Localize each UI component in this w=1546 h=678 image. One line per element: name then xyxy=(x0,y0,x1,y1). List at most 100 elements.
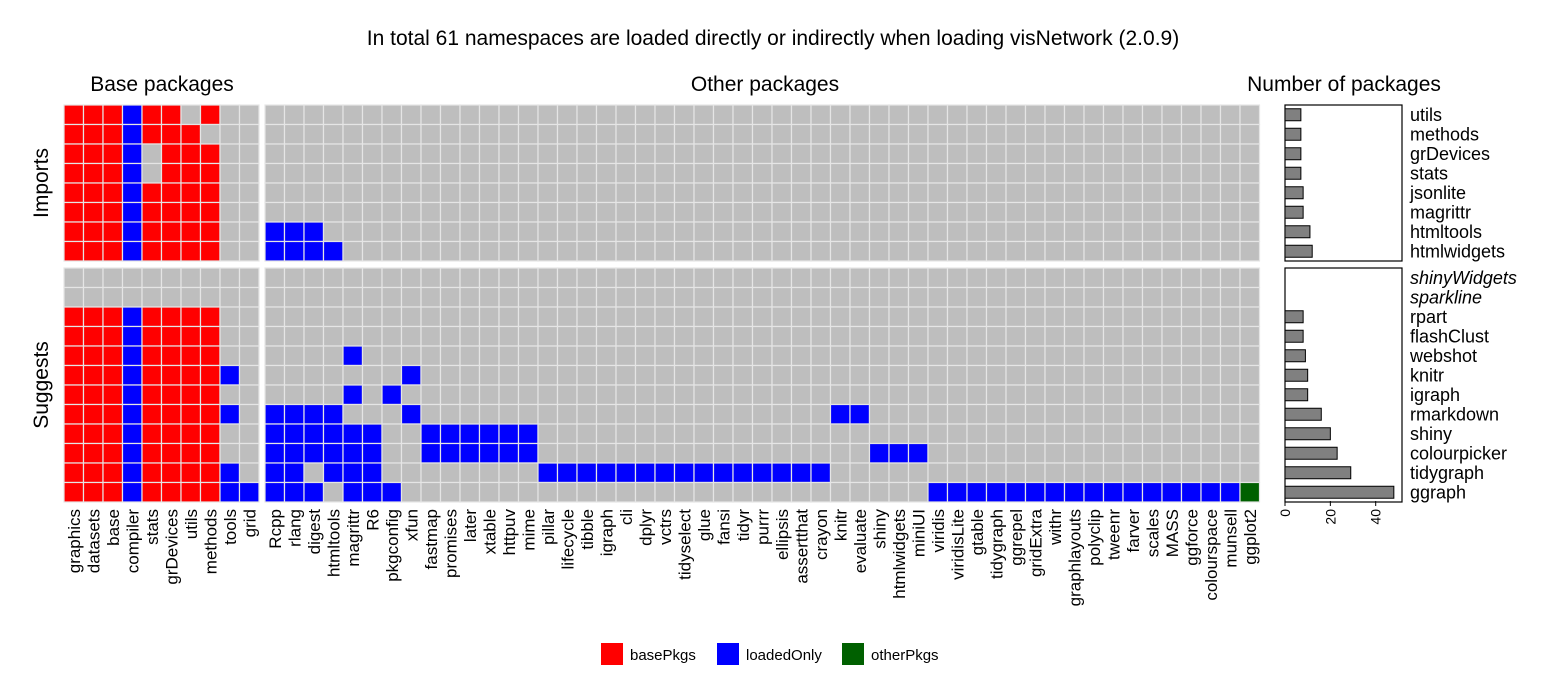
cell-rmarkdown-igraph xyxy=(595,403,617,425)
cell-ggraph-withr xyxy=(1044,481,1066,503)
cell-webshot-utils xyxy=(180,345,202,367)
cell-grDevices-pillar xyxy=(537,143,559,165)
cell-rpart-assertthat xyxy=(790,306,812,328)
cell-flashClust-knitr xyxy=(829,325,851,347)
cell-jsonlite-viridis xyxy=(927,182,949,204)
cell-sparkline-shiny xyxy=(868,286,890,308)
cell-stats-datasets xyxy=(82,162,104,184)
cell-igraph-fansi xyxy=(712,384,734,406)
cell-igraph-magrittr xyxy=(342,384,364,406)
cell-jsonlite-purrr xyxy=(751,182,773,204)
cell-htmltools-compiler xyxy=(121,221,143,243)
cell-utils-glue xyxy=(693,104,715,126)
cell-rmarkdown-purrr xyxy=(751,403,773,425)
cell-igraph-graphlayouts xyxy=(1063,384,1085,406)
cell-webshot-ellipsis xyxy=(771,345,793,367)
cell-utils-munsell xyxy=(1219,104,1241,126)
cell-tidygraph-assertthat xyxy=(790,462,812,484)
cell-htmlwidgets-utils xyxy=(180,240,202,262)
cell-grDevices-munsell xyxy=(1219,143,1241,165)
cell-colourpicker-viridisLite xyxy=(946,442,968,464)
cell-magrittr-munsell xyxy=(1219,201,1241,223)
cell-rmarkdown-crayon xyxy=(810,403,832,425)
cell-jsonlite-ggrepel xyxy=(1005,182,1027,204)
legend: basePkgs loadedOnly otherPkgs xyxy=(601,643,939,665)
cell-methods-igraph xyxy=(595,123,617,145)
cell-methods-Rcpp xyxy=(264,123,286,145)
cell-knitr-xfun xyxy=(400,364,422,386)
count-bar-methods xyxy=(1284,127,1302,141)
cell-tidygraph-vctrs xyxy=(654,462,676,484)
cell-tidygraph-grDevices xyxy=(160,462,182,484)
cell-stats-lifecycle xyxy=(556,162,578,184)
cell-webshot-compiler xyxy=(121,345,143,367)
cell-flashClust-utils xyxy=(180,325,202,347)
cell-igraph-purrr xyxy=(751,384,773,406)
cell-grDevices-digest xyxy=(303,143,325,165)
cell-htmlwidgets-munsell xyxy=(1219,240,1241,262)
cell-webshot-assertthat xyxy=(790,345,812,367)
cell-htmltools-datasets xyxy=(82,221,104,243)
cell-shinyWidgets-dplyr xyxy=(634,267,656,289)
cell-rmarkdown-colourspace xyxy=(1200,403,1222,425)
cell-webshot-viridis xyxy=(927,345,949,367)
cell-stats-grid xyxy=(238,162,260,184)
cell-webshot-fastmap xyxy=(420,345,442,367)
cell-flashClust-gridExtra xyxy=(1024,325,1046,347)
cell-webshot-pillar xyxy=(537,345,559,367)
cell-utils-later xyxy=(459,104,481,126)
cell-magrittr-xtable xyxy=(478,201,500,223)
cell-igraph-Rcpp xyxy=(264,384,286,406)
cell-ggraph-graphics xyxy=(63,481,85,503)
cell-shinyWidgets-tidygraph xyxy=(985,267,1007,289)
cell-shinyWidgets-ggforce xyxy=(1180,267,1202,289)
cell-rmarkdown-shiny xyxy=(868,403,890,425)
cell-webshot-farver xyxy=(1122,345,1144,367)
cell-flashClust-htmltools xyxy=(322,325,344,347)
column-label: farver xyxy=(1124,509,1143,553)
cell-grDevices-fansi xyxy=(712,143,734,165)
cell-tidygraph-MASS xyxy=(1161,462,1183,484)
cell-methods-lifecycle xyxy=(556,123,578,145)
cell-flashClust-ggforce xyxy=(1180,325,1202,347)
cell-rmarkdown-gtable xyxy=(966,403,988,425)
cell-htmltools-htmltools xyxy=(322,221,344,243)
column-label: colourspace xyxy=(1202,509,1221,601)
cell-htmltools-evaluate xyxy=(849,221,871,243)
cell-grDevices-assertthat xyxy=(790,143,812,165)
cell-methods-xfun xyxy=(400,123,422,145)
cell-htmlwidgets-Rcpp xyxy=(264,240,286,262)
cell-stats-Rcpp xyxy=(264,162,286,184)
cell-colourpicker-digest xyxy=(303,442,325,464)
cell-utils-tweenr xyxy=(1102,104,1124,126)
cell-igraph-miniUI xyxy=(907,384,929,406)
cell-igraph-tidyselect xyxy=(673,384,695,406)
cell-shiny-viridisLite xyxy=(946,423,968,445)
cell-rpart-tidyr xyxy=(732,306,754,328)
cell-rpart-ggforce xyxy=(1180,306,1202,328)
count-bar-rpart xyxy=(1284,310,1304,324)
cell-knitr-ellipsis xyxy=(771,364,793,386)
cell-htmltools-grDevices xyxy=(160,221,182,243)
column-label: datasets xyxy=(84,509,103,573)
cell-jsonlite-promises xyxy=(439,182,461,204)
cell-igraph-ggrepel xyxy=(1005,384,1027,406)
cell-htmlwidgets-later xyxy=(459,240,481,262)
cell-ggraph-htmltools xyxy=(322,481,344,503)
cell-methods-base xyxy=(102,123,124,145)
cell-stats-crayon xyxy=(810,162,832,184)
cell-rmarkdown-htmltools xyxy=(322,403,344,425)
cell-colourpicker-assertthat xyxy=(790,442,812,464)
cell-methods-viridisLite xyxy=(946,123,968,145)
cell-tidygraph-knitr xyxy=(829,462,851,484)
cell-webshot-tools xyxy=(219,345,241,367)
cell-tidygraph-dplyr xyxy=(634,462,656,484)
cell-magrittr-ellipsis xyxy=(771,201,793,223)
cell-stats-tidygraph xyxy=(985,162,1007,184)
cell-ggraph-pillar xyxy=(537,481,559,503)
column-label: gridExtra xyxy=(1026,508,1045,577)
cell-webshot-graphlayouts xyxy=(1063,345,1085,367)
cell-tidygraph-stats xyxy=(141,462,163,484)
cell-tidygraph-crayon xyxy=(810,462,832,484)
cell-stats-ggrepel xyxy=(1005,162,1027,184)
